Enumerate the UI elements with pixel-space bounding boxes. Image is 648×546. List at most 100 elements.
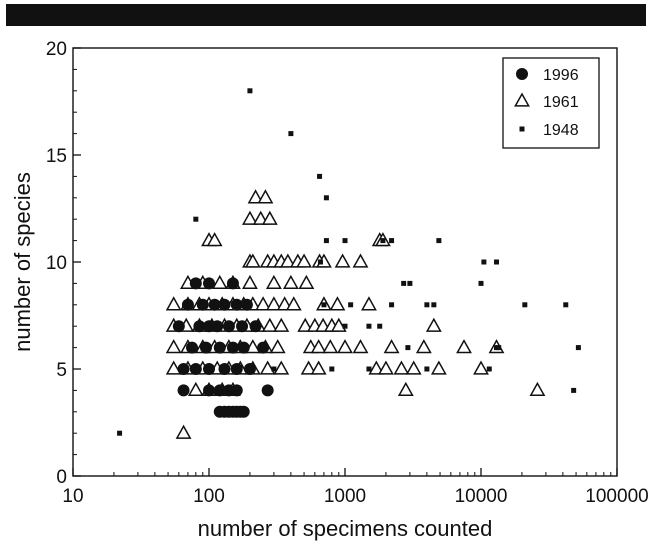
x-tick-label: 100000 bbox=[585, 486, 648, 507]
point-1948 bbox=[271, 366, 277, 372]
point-1961 bbox=[242, 274, 258, 290]
point-1961 bbox=[383, 339, 400, 354]
top-black-bar bbox=[6, 4, 646, 26]
point-1948 bbox=[323, 238, 329, 244]
point-1961 bbox=[257, 189, 274, 204]
point-1996 bbox=[218, 298, 231, 311]
point-1961 bbox=[329, 296, 346, 311]
point-1961 bbox=[211, 274, 228, 290]
point-1961 bbox=[300, 360, 317, 375]
point-1961 bbox=[352, 253, 369, 268]
point-1961 bbox=[175, 424, 192, 439]
point-1996 bbox=[226, 277, 239, 290]
point-1948 bbox=[380, 238, 386, 244]
point-1996 bbox=[189, 363, 202, 375]
point-1996 bbox=[222, 320, 235, 333]
y-tick-label: 0 bbox=[56, 467, 67, 488]
point-1948 bbox=[193, 216, 199, 222]
y-tick-label: 20 bbox=[46, 39, 67, 60]
point-1996 bbox=[261, 384, 274, 397]
point-1948 bbox=[571, 387, 577, 393]
point-1948 bbox=[389, 238, 395, 244]
x-tick-label: 1000 bbox=[324, 486, 366, 507]
point-1961 bbox=[456, 339, 472, 354]
point-1996 bbox=[203, 384, 215, 397]
point-1948 bbox=[575, 345, 581, 351]
point-1996 bbox=[177, 384, 190, 397]
point-1996 bbox=[211, 320, 224, 333]
legend-label-1961: 1961 bbox=[543, 94, 579, 111]
y-axis-title: number of species bbox=[10, 172, 35, 352]
point-1961 bbox=[279, 253, 296, 268]
point-1961 bbox=[269, 339, 286, 354]
point-1996 bbox=[203, 277, 215, 290]
point-1948 bbox=[329, 366, 335, 372]
point-1948 bbox=[401, 280, 407, 286]
x-tick-label: 10000 bbox=[455, 486, 508, 507]
point-1961 bbox=[265, 296, 282, 311]
point-1961 bbox=[261, 317, 278, 332]
point-1961 bbox=[273, 317, 290, 332]
point-1961 bbox=[165, 339, 182, 354]
point-1961 bbox=[352, 339, 369, 354]
legend-marker-1948 bbox=[519, 126, 525, 132]
point-1948 bbox=[563, 302, 569, 308]
point-1961 bbox=[297, 317, 314, 332]
point-1996 bbox=[226, 341, 239, 354]
point-1948 bbox=[117, 430, 123, 436]
legend-marker-1996 bbox=[516, 68, 528, 80]
point-1948 bbox=[348, 302, 354, 308]
point-1961 bbox=[298, 274, 315, 290]
point-1996 bbox=[208, 298, 221, 311]
point-1996 bbox=[172, 320, 185, 333]
point-1948 bbox=[481, 259, 487, 265]
point-1961 bbox=[296, 253, 312, 268]
point-1961 bbox=[242, 210, 258, 225]
point-1996 bbox=[249, 320, 262, 333]
legend: 1996 1961 1948 bbox=[502, 57, 600, 149]
point-1948 bbox=[431, 302, 437, 308]
legend-symbol-1948 bbox=[519, 126, 525, 132]
point-1961 bbox=[255, 296, 272, 311]
x-tick-label: 10 bbox=[62, 486, 83, 507]
point-1961 bbox=[187, 381, 204, 397]
point-1961 bbox=[368, 360, 385, 375]
point-1996 bbox=[199, 341, 212, 354]
point-1948 bbox=[247, 88, 253, 94]
point-1996 bbox=[193, 320, 206, 333]
point-1948 bbox=[288, 131, 294, 137]
legend-label-1948: 1948 bbox=[543, 122, 579, 139]
point-1948 bbox=[407, 280, 413, 286]
point-1948 bbox=[424, 302, 430, 308]
point-1996 bbox=[186, 341, 199, 354]
point-1961 bbox=[529, 381, 546, 397]
legend-label-1996: 1996 bbox=[543, 67, 579, 84]
point-1961 bbox=[361, 296, 377, 311]
point-1996 bbox=[196, 298, 209, 311]
point-1948 bbox=[389, 302, 395, 308]
point-1996 bbox=[236, 320, 249, 333]
point-1996 bbox=[203, 363, 215, 375]
point-1961 bbox=[259, 360, 276, 375]
point-1996 bbox=[189, 277, 202, 290]
point-1996 bbox=[177, 363, 190, 375]
point-1961 bbox=[273, 360, 290, 375]
point-1961 bbox=[397, 381, 414, 397]
point-1961 bbox=[415, 339, 432, 354]
point-1948 bbox=[486, 366, 492, 372]
point-1996 bbox=[243, 363, 256, 375]
point-1961 bbox=[165, 296, 182, 311]
legend-marker-1961 bbox=[514, 92, 530, 107]
point-1996 bbox=[213, 384, 226, 397]
point-1961 bbox=[430, 360, 447, 375]
point-1948 bbox=[493, 259, 499, 265]
point-1961 bbox=[282, 274, 299, 290]
point-1961 bbox=[378, 360, 394, 375]
point-1961 bbox=[405, 360, 422, 375]
axis-ticks: 10 100 1000 10000 100000 0 5 10 15 20 bbox=[46, 39, 648, 507]
point-1961 bbox=[425, 317, 442, 332]
y-tick-label: 10 bbox=[46, 253, 67, 274]
x-tick-label: 100 bbox=[193, 486, 225, 507]
point-1961 bbox=[165, 360, 182, 375]
